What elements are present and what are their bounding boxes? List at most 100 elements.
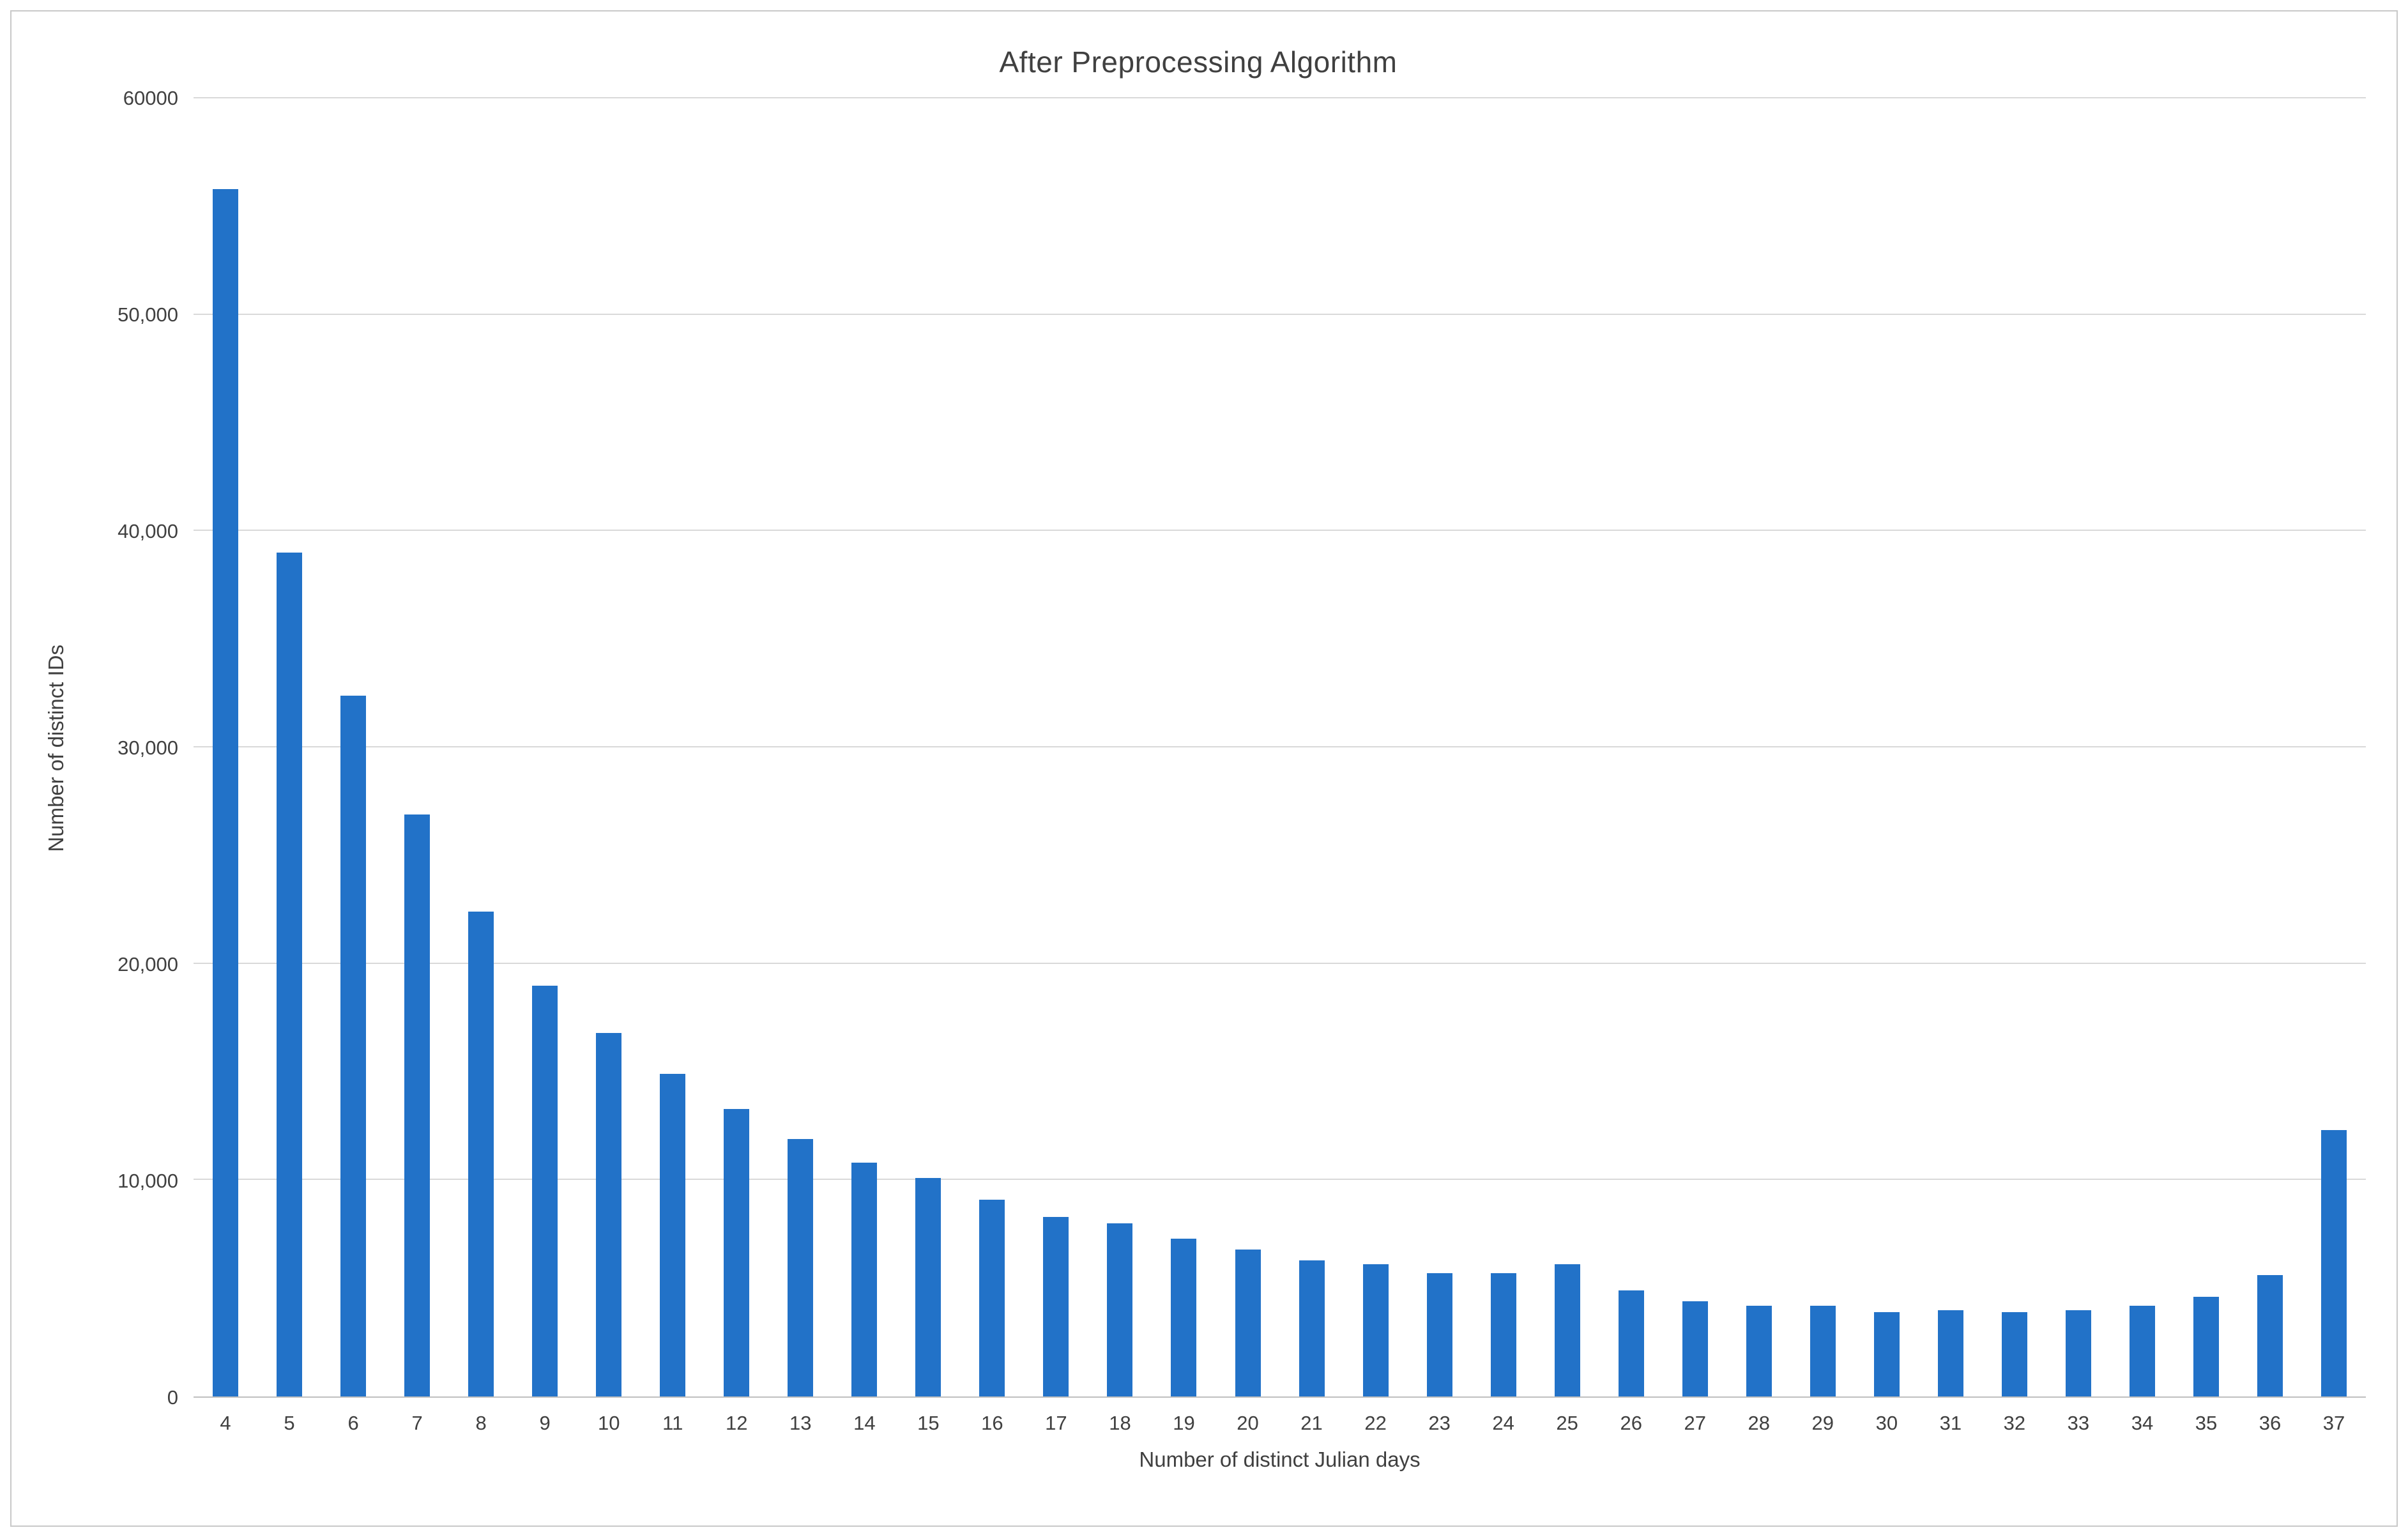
bar <box>277 553 303 1396</box>
bar-cell <box>2046 98 2110 1396</box>
bar <box>2257 1275 2283 1396</box>
y-tick-label: 60000 <box>123 87 178 109</box>
x-tick-label: 11 <box>662 1412 683 1434</box>
x-tick-label: 9 <box>539 1412 551 1434</box>
bar <box>340 695 367 1396</box>
bar <box>1618 1290 1644 1396</box>
bar-cell <box>1344 98 1408 1396</box>
bar <box>979 1199 1005 1396</box>
gridline <box>194 746 2366 747</box>
x-tick-label: 26 <box>1620 1412 1642 1434</box>
x-tick-label: 19 <box>1173 1412 1195 1434</box>
bar <box>1937 1310 1963 1396</box>
y-tick-label: 10,000 <box>118 1170 178 1192</box>
gridline <box>194 1179 2366 1181</box>
y-axis-ticks: 0 10,000 20,000 30,000 40,000 50,000 60000 <box>82 87 194 1409</box>
gridline <box>194 97 2366 98</box>
x-tick-label: 20 <box>1237 1412 1259 1434</box>
bar <box>1235 1249 1261 1396</box>
x-tick-label: 6 <box>347 1412 359 1434</box>
bar <box>1682 1301 1708 1396</box>
bar <box>468 912 494 1396</box>
bar-cell <box>1855 98 1919 1396</box>
bar <box>1107 1223 1133 1396</box>
bar <box>1490 1273 1516 1396</box>
x-tick-label: 7 <box>411 1412 423 1434</box>
bar-cell <box>705 98 768 1396</box>
plot-area <box>194 97 2366 1398</box>
bar <box>404 814 431 1396</box>
bar <box>596 1033 622 1396</box>
x-tick-label: 37 <box>2322 1412 2345 1434</box>
bar <box>851 1163 878 1396</box>
chart-figure: After Preprocessing Algorithm Number of … <box>10 10 2398 1527</box>
bar-cell <box>1088 98 1152 1396</box>
bar-cell <box>1216 98 1280 1396</box>
x-tick-label: 13 <box>789 1412 812 1434</box>
bar-cell <box>2238 98 2302 1396</box>
y-axis-title: Number of distinct IDs <box>44 644 68 852</box>
x-tick-label: 21 <box>1300 1412 1323 1434</box>
x-tick-label: 4 <box>220 1412 231 1434</box>
x-tick-label: 34 <box>2131 1412 2154 1434</box>
chart-title: After Preprocessing Algorithm <box>999 45 1398 79</box>
bar-cell <box>1791 98 1855 1396</box>
bar-cell <box>1408 98 1472 1396</box>
x-tick-label: 23 <box>1428 1412 1451 1434</box>
bar-cell <box>257 98 321 1396</box>
bar-cell <box>321 98 385 1396</box>
bar-cell <box>896 98 960 1396</box>
bar <box>724 1108 750 1396</box>
gridline <box>194 962 2366 964</box>
bar <box>2001 1311 2027 1396</box>
bar-cell <box>1663 98 1727 1396</box>
y-tick-label: 30,000 <box>118 737 178 759</box>
bar <box>1873 1311 1900 1396</box>
bar <box>1043 1216 1069 1396</box>
y-tick-label: 20,000 <box>118 953 178 975</box>
bar-cell <box>2110 98 2174 1396</box>
bar <box>1810 1305 1836 1396</box>
bar-cell <box>577 98 641 1396</box>
x-tick-label: 10 <box>597 1412 620 1434</box>
y-tick-label: 50,000 <box>118 303 178 326</box>
bar-cell <box>1599 98 1663 1396</box>
bar <box>213 189 239 1396</box>
x-tick-label: 35 <box>2195 1412 2218 1434</box>
x-tick-label: 5 <box>284 1412 295 1434</box>
bar <box>1554 1264 1580 1396</box>
bar <box>1426 1273 1452 1396</box>
x-tick-label: 12 <box>726 1412 748 1434</box>
bar <box>660 1074 686 1396</box>
bar <box>915 1177 941 1396</box>
x-tick-label: 16 <box>981 1412 1003 1434</box>
x-tick-label: 8 <box>475 1412 487 1434</box>
x-tick-label: 31 <box>1939 1412 1962 1434</box>
bar-cell <box>2174 98 2238 1396</box>
bar <box>1746 1305 1772 1396</box>
bar <box>2065 1310 2091 1396</box>
bar-cell <box>1152 98 1215 1396</box>
chart-body: Number of distinct IDs 0 10,000 20,000 30,0… <box>31 87 2366 1509</box>
bar-cell <box>1472 98 1535 1396</box>
bar-cell <box>641 98 705 1396</box>
x-tick-label: 18 <box>1109 1412 1131 1434</box>
x-tick-label: 22 <box>1364 1412 1387 1434</box>
x-axis-labels: 4 5 6 7 8 9 10 11 12 13 14 15 16 17 18 19 20 21 22 23 24 25 26… <box>194 1398 2366 1448</box>
bar <box>2129 1305 2155 1396</box>
bar-cell <box>960 98 1024 1396</box>
bar-cell <box>1727 98 1791 1396</box>
x-tick-label: 27 <box>1684 1412 1706 1434</box>
bar <box>788 1139 814 1396</box>
x-tick-label: 28 <box>1748 1412 1770 1434</box>
x-tick-label: 30 <box>1875 1412 1898 1434</box>
bar <box>1299 1260 1325 1396</box>
bar <box>2321 1130 2347 1396</box>
x-tick-label: 32 <box>2003 1412 2026 1434</box>
x-axis-title: Number of distinct Julian days <box>1139 1448 1421 1471</box>
x-tick-label: 15 <box>917 1412 940 1434</box>
bar <box>1362 1264 1389 1396</box>
gridline <box>194 313 2366 315</box>
x-tick-label: 36 <box>2259 1412 2282 1434</box>
